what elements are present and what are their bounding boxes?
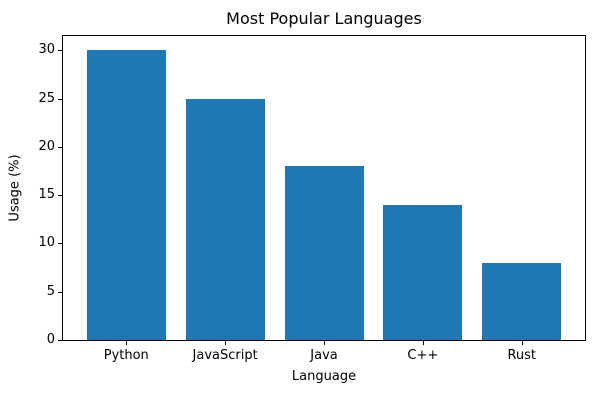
y-tick-mark	[58, 50, 62, 52]
y-tick-label: 0	[46, 332, 55, 347]
x-tick-mark	[324, 341, 325, 345]
x-tick-label: JavaScript	[192, 348, 258, 363]
chart-title: Most Popular Languages	[226, 9, 422, 28]
bar	[185, 98, 265, 340]
x-tick-label: Java	[310, 348, 338, 363]
y-tick-label: 25	[38, 90, 55, 106]
y-tick-mark	[58, 291, 62, 293]
x-tick-mark	[126, 341, 128, 345]
y-tick-mark	[58, 195, 62, 197]
bar	[86, 50, 166, 340]
bar	[482, 262, 562, 340]
y-tick-label: 5	[46, 283, 55, 299]
x-tick-mark	[225, 341, 227, 345]
x-tick-mark	[521, 341, 523, 345]
y-tick-mark	[58, 98, 62, 100]
x-tick-label: Python	[103, 348, 149, 363]
x-axis-label: Language	[291, 369, 357, 384]
y-tick-label: 20	[38, 138, 55, 154]
x-tick-label: C++	[407, 348, 439, 363]
y-tick-label: 30	[38, 42, 55, 58]
y-tick-mark	[58, 146, 62, 148]
y-tick-mark	[58, 243, 62, 245]
bar	[284, 166, 364, 340]
bar	[383, 204, 463, 340]
y-tick-mark	[58, 340, 62, 341]
plot-area: Python JavaScript Java C++ Rust 0 5 10 15 20 25 30	[38, 35, 586, 363]
x-tick-mark	[422, 341, 424, 345]
y-tick-label: 10	[38, 235, 55, 251]
x-tick-label: Rust	[507, 348, 536, 363]
y-tick-label: 15	[38, 187, 55, 203]
